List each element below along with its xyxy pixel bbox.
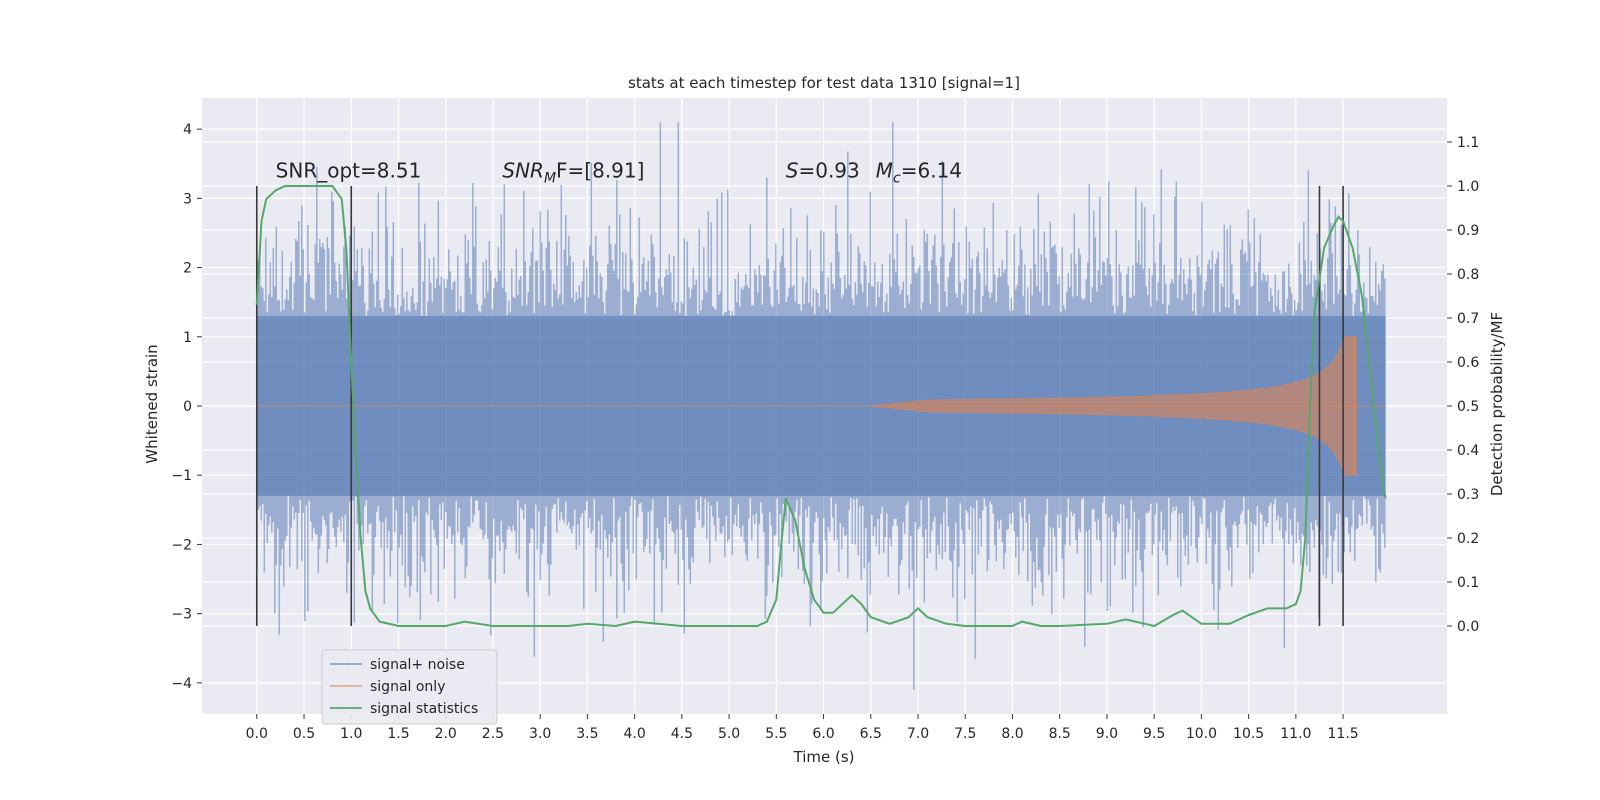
x-tick-label: 7.0 xyxy=(907,726,929,742)
chart-title: stats at each timestep for test data 131… xyxy=(628,74,1020,92)
x-axis-ticks: 0.0 0.5 1.0 1.5 2.0 2.5 3.0 3.5 4.0 4.5 5.0 5.5 6.0 6… xyxy=(246,714,1359,742)
annotation-snr-opt: SNR_opt=8.51 xyxy=(276,159,422,183)
annotation-snr-mf-var: SNR xyxy=(502,159,544,183)
left-tick-label: −1 xyxy=(171,468,192,484)
x-tick-label: 4.5 xyxy=(671,726,693,742)
left-tick-label: 4 xyxy=(183,122,192,138)
right-axis-ticks: 1.1 1.0 0.9 0.8 0.7 0.6 0.5 0.4 0.3 0.2 0.1 0.0 xyxy=(1447,135,1479,635)
x-tick-label: 3.5 xyxy=(576,726,598,742)
x-tick-label: 5.5 xyxy=(765,726,787,742)
right-tick-label: 0.1 xyxy=(1457,575,1479,591)
left-axis-ticks: 4 3 2 1 0 −1 −2 −3 −4 xyxy=(171,122,202,692)
x-tick-label: 10.5 xyxy=(1233,726,1264,742)
x-axis-label: Time (s) xyxy=(793,748,855,766)
left-tick-label: 2 xyxy=(183,261,192,277)
annotation-s-value: =0.93 xyxy=(798,159,859,183)
x-tick-label: 11.5 xyxy=(1328,726,1359,742)
right-axis-label: Detection probability/MF xyxy=(1488,312,1506,496)
left-tick-label: 0 xyxy=(183,399,192,415)
x-tick-label: 0.0 xyxy=(246,726,268,742)
right-tick-label: 0.2 xyxy=(1457,531,1479,547)
annotation-snr-mf: SNRMF=[8.91] xyxy=(502,159,644,187)
legend-label-noise: signal+ noise xyxy=(370,657,465,673)
series-signal-only xyxy=(870,336,1357,476)
right-tick-label: 0.5 xyxy=(1457,399,1479,415)
statistics-line xyxy=(255,185,1387,628)
annotation-mc-sub: c xyxy=(893,171,901,187)
left-tick-label: 3 xyxy=(183,191,192,207)
legend: signal+ noise signal only signal statist… xyxy=(321,649,498,725)
x-tick-label: 0.5 xyxy=(293,726,315,742)
annotation-snr-mf-rest: F=[8.91] xyxy=(556,159,644,183)
legend-label-statistics: signal statistics xyxy=(370,701,478,717)
x-tick-label: 6.5 xyxy=(860,726,882,742)
right-tick-label: 0.0 xyxy=(1457,619,1479,635)
x-tick-label: 8.5 xyxy=(1049,726,1071,742)
vertical-markers xyxy=(255,186,1344,626)
right-tick-label: 0.4 xyxy=(1457,443,1479,459)
x-tick-label: 1.5 xyxy=(387,726,409,742)
right-tick-label: 1.0 xyxy=(1457,179,1479,195)
right-tick-label: 1.1 xyxy=(1457,135,1479,151)
x-tick-label: 4.0 xyxy=(623,726,645,742)
legend-label-signal: signal only xyxy=(370,679,445,695)
x-tick-label: 10.0 xyxy=(1186,726,1217,742)
annotations: SNR_opt=8.51 SNRMF=[8.91] S=0.93 Mc=6.14 xyxy=(276,159,962,187)
left-tick-label: −2 xyxy=(171,537,192,553)
x-tick-label: 7.5 xyxy=(954,726,976,742)
x-tick-label: 9.5 xyxy=(1143,726,1165,742)
x-tick-label: 8.0 xyxy=(1001,726,1023,742)
left-tick-label: −4 xyxy=(171,676,192,692)
left-tick-label: 1 xyxy=(183,330,192,346)
x-tick-label: 2.5 xyxy=(482,726,504,742)
right-tick-label: 0.9 xyxy=(1457,223,1479,239)
right-tick-label: 0.3 xyxy=(1457,487,1479,503)
x-tick-label: 5.0 xyxy=(718,726,740,742)
legend-box xyxy=(321,649,498,725)
annotation-s-mc: S=0.93 Mc=6.14 xyxy=(786,159,962,187)
right-tick-label: 0.7 xyxy=(1457,311,1479,327)
x-tick-label: 6.0 xyxy=(812,726,834,742)
annotation-mc: M xyxy=(876,159,893,183)
x-tick-label: 11.0 xyxy=(1280,726,1311,742)
series-signal-statistics xyxy=(255,185,1387,628)
left-axis-label: Whitened strain xyxy=(143,344,161,463)
right-tick-label: 0.6 xyxy=(1457,355,1479,371)
annotation-s: S xyxy=(786,159,799,183)
left-tick-label: −3 xyxy=(171,607,192,623)
signal-chirp xyxy=(870,336,1357,476)
annotation-snr-mf-sub: M xyxy=(544,171,556,187)
x-tick-label: 3.0 xyxy=(529,726,551,742)
x-tick-label: 1.0 xyxy=(340,726,362,742)
x-tick-label: 2.0 xyxy=(435,726,457,742)
annotation-mc-value: =6.14 xyxy=(901,159,962,183)
right-tick-label: 0.8 xyxy=(1457,267,1479,283)
x-tick-label: 9.0 xyxy=(1096,726,1118,742)
